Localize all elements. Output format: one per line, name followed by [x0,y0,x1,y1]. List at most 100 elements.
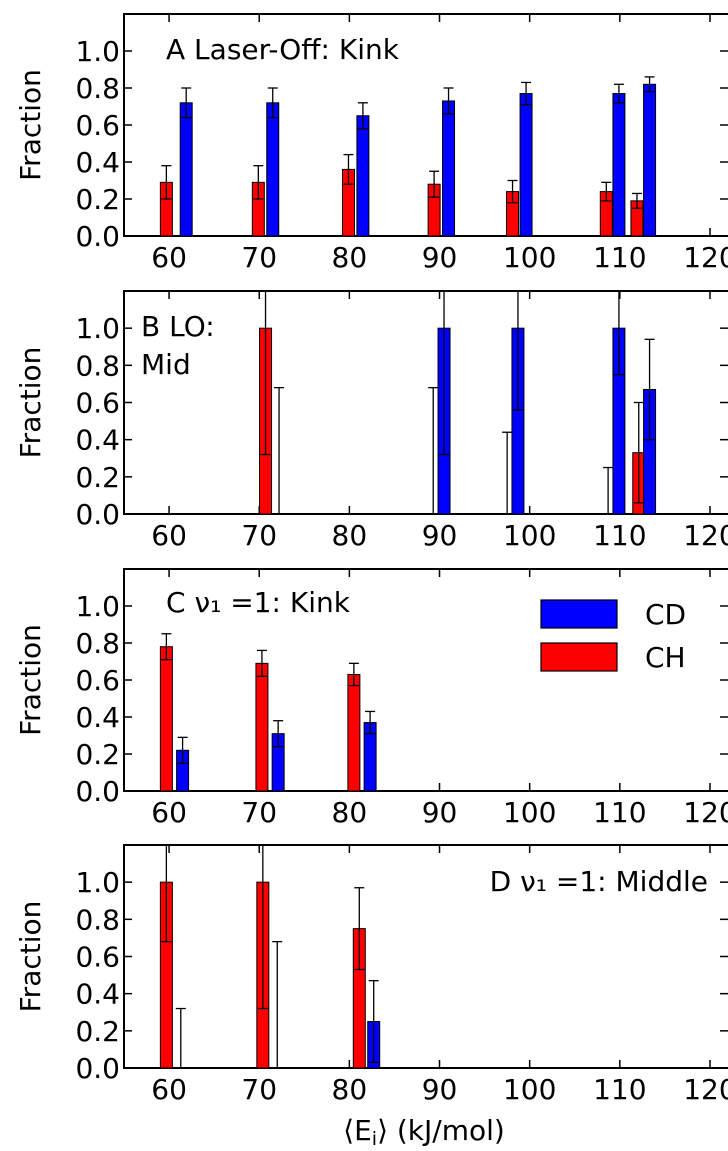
legend-label-cd: CD [645,598,686,631]
error-bar-ch [161,165,172,200]
bar-cd [519,93,533,237]
y-tick-label: 0.8 [75,903,120,936]
panel-annotation: A Laser-Off: Kink [166,33,400,66]
x-tick-label: 60 [151,796,187,829]
x-tick-label: 90 [422,796,458,829]
y-tick-label: 0.4 [75,701,120,734]
x-tick-label: 90 [422,519,458,552]
y-tick-label: 0.0 [75,220,120,253]
x-tick-label: 110 [593,519,646,552]
error-bar-ch [253,165,264,200]
x-tick-label: 60 [151,241,187,274]
y-tick-label: 0.2 [75,461,120,494]
x-tick-label: 70 [241,519,277,552]
x-tick-label: 100 [503,1073,556,1106]
error-bar-cd [175,1007,186,1068]
error-bar-ch [603,466,614,514]
error-bar-cd [365,710,376,735]
error-bar-ch [507,179,518,204]
error-bar-cd [521,81,532,106]
x-tick-label: 100 [503,519,556,552]
bar-ch [255,662,269,792]
x-tick-label: 120 [683,1073,728,1106]
x-tick-label: 90 [422,241,458,274]
panel-a: 0.0 0.2 0.4 0.6 0.8 1.0 60 70 80 90 100 110 120 Fract… [14,13,728,274]
x-tick-label: 110 [593,796,646,829]
x-tick-label: 100 [503,241,556,274]
error-bar-ch [428,386,439,514]
error-bar-ch [601,181,612,202]
error-bar-cd [181,87,192,119]
x-tick-label: 80 [332,519,368,552]
x-tick-label: 70 [241,796,277,829]
error-bar-ch [633,401,644,504]
error-bar-cd [357,102,368,130]
y-tick-label: 0.4 [75,424,120,457]
error-bar-cd [177,736,188,764]
error-bar-ch [257,844,268,1010]
y-tick-label: 0.2 [75,738,120,771]
y-tick-label: 0.0 [75,775,120,808]
error-bar-cd [274,386,285,514]
error-bar-ch [348,662,359,687]
error-bar-cd [272,940,283,1068]
error-bar-ch [256,649,267,677]
x-tick-label: 120 [683,241,728,274]
y-tick-label: 0.6 [75,664,120,697]
error-bar-cd [512,290,523,411]
y-tick-label: 0.0 [75,1052,120,1085]
panel-c: 0.0 0.2 0.4 0.6 0.8 1.0 60 70 80 90 100 110 120 Fract… [14,568,728,829]
bar-cd [442,100,456,237]
x-tick-label: 80 [332,1073,368,1106]
error-bar-ch [429,170,440,198]
error-bar-cd [443,87,454,115]
x-tick-label: 110 [593,241,646,274]
y-tick-label: 1.0 [75,590,120,623]
y-tick-label: 1.0 [75,312,120,345]
error-bar-ch [161,633,172,661]
bar-cd [266,102,280,237]
error-bar-cd [439,290,450,456]
x-tick-label: 120 [683,519,728,552]
error-bar-cd [644,76,655,93]
y-axis-label: Fraction [14,69,47,181]
y-tick-label: 0.8 [75,349,120,382]
y-tick-label: 0.6 [75,109,120,142]
legend: CD CH [540,598,686,674]
error-bar-cd [273,720,284,748]
error-bar-cd [613,290,624,376]
error-bar-ch [502,431,513,514]
error-bar-ch [161,844,172,943]
y-tick-label: 0.6 [75,941,120,974]
x-tick-label: 80 [332,796,368,829]
panel-annotation: C ν₁ =1: Kink [166,586,351,619]
error-bar-cd [613,83,624,104]
bar-ch [347,673,361,792]
error-bar-cd [368,980,379,1064]
legend-swatch-cd [540,599,618,629]
x-tick-label: 120 [683,796,728,829]
panel-annotation: D ν₁ =1: Middle [490,865,708,898]
y-axis-label: Fraction [14,624,47,736]
y-tick-label: 1.0 [75,866,120,899]
panel-annotation: B LO: Mid [141,310,215,381]
y-tick-label: 0.2 [75,1015,120,1048]
panel-d: 0.0 0.2 0.4 0.6 0.8 1.0 60 70 80 90 100 110 120 Fract… [14,844,728,1106]
x-tick-label: 70 [241,1073,277,1106]
x-tick-label: 90 [422,1073,458,1106]
y-tick-label: 0.4 [75,146,120,179]
legend-swatch-ch [540,642,618,672]
y-axis-label: Fraction [14,901,47,1013]
y-tick-label: 0.2 [75,183,120,216]
y-axis-label: Fraction [14,347,47,459]
y-tick-label: 0.4 [75,978,120,1011]
y-tick-label: 0.8 [75,627,120,660]
error-bar-cd [267,87,278,119]
x-tick-label: 70 [241,241,277,274]
bar-cd [356,115,370,237]
y-tick-label: 0.6 [75,387,120,420]
x-axis-title: ⟨Ei⟩ (kJ/mol) [343,1114,505,1150]
x-tick-label: 100 [503,796,556,829]
bar-cd [179,102,193,237]
